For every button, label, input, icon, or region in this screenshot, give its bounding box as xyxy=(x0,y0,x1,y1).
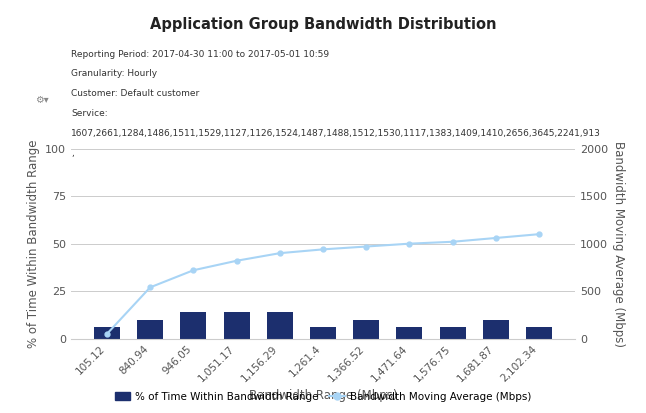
X-axis label: Bandwidth Range (Mbps): Bandwidth Range (Mbps) xyxy=(249,389,397,402)
Text: ,: , xyxy=(71,149,74,158)
Bar xyxy=(526,327,552,339)
Bar xyxy=(483,320,509,339)
Bar xyxy=(224,312,249,339)
Bandwidth Moving Average (Mbps) xyxy=(535,232,543,237)
Bandwidth Moving Average (Mbps) xyxy=(276,251,284,256)
Bandwidth Moving Average (Mbps) xyxy=(492,235,500,240)
Bandwidth Moving Average (Mbps) xyxy=(233,258,240,263)
Bar xyxy=(310,327,336,339)
Legend: % of Time Within Bandwidth Range, Bandwidth Moving Average (Mbps): % of Time Within Bandwidth Range, Bandwi… xyxy=(110,387,536,406)
Text: Customer: Default customer: Customer: Default customer xyxy=(71,89,200,98)
Text: Application Group Bandwidth Distribution: Application Group Bandwidth Distribution xyxy=(150,17,496,31)
Bandwidth Moving Average (Mbps) xyxy=(103,331,111,336)
Y-axis label: % of Time Within Bandwidth Range: % of Time Within Bandwidth Range xyxy=(26,140,39,348)
Bar xyxy=(440,327,466,339)
Bar xyxy=(397,327,422,339)
Text: ⚙▾: ⚙▾ xyxy=(36,95,49,105)
Y-axis label: Bandwidth Moving Average (Mbps): Bandwidth Moving Average (Mbps) xyxy=(612,141,625,347)
Text: Granularity: Hourly: Granularity: Hourly xyxy=(71,69,157,78)
Bar xyxy=(180,312,206,339)
Bandwidth Moving Average (Mbps) xyxy=(449,239,457,244)
Text: Reporting Period: 2017-04-30 11:00 to 2017-05-01 10:59: Reporting Period: 2017-04-30 11:00 to 20… xyxy=(71,50,329,59)
Bandwidth Moving Average (Mbps) xyxy=(319,247,327,252)
Bandwidth Moving Average (Mbps) xyxy=(406,241,413,246)
Bar xyxy=(137,320,163,339)
Bandwidth Moving Average (Mbps) xyxy=(362,244,370,249)
Line: Bandwidth Moving Average (Mbps): Bandwidth Moving Average (Mbps) xyxy=(105,232,541,336)
Text: 1607,2661,1284,1486,1511,1529,1127,1126,1524,1487,1488,1512,1530,1117,1383,1409,: 1607,2661,1284,1486,1511,1529,1127,1126,… xyxy=(71,129,601,138)
Bar xyxy=(267,312,293,339)
Bandwidth Moving Average (Mbps) xyxy=(189,268,197,273)
Bar xyxy=(94,327,120,339)
Text: Service:: Service: xyxy=(71,109,108,118)
Bar xyxy=(353,320,379,339)
Bandwidth Moving Average (Mbps) xyxy=(146,285,154,290)
